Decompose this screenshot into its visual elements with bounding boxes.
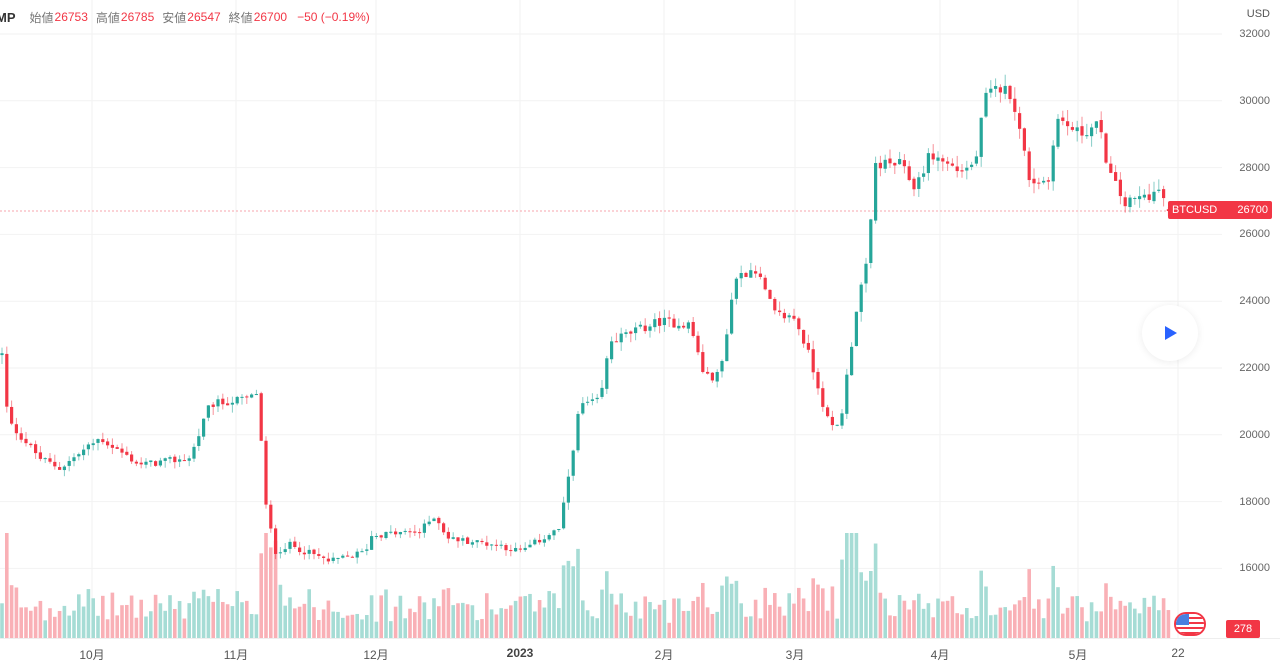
play-icon — [1165, 326, 1177, 340]
high-value: 26785 — [120, 10, 155, 24]
grid-lines — [0, 0, 1222, 638]
time-tick-label: 2月 — [654, 648, 674, 662]
price-tick-label: 22000 — [1239, 362, 1270, 374]
price-tick-label: 16000 — [1239, 562, 1270, 575]
scroll-to-realtime-button[interactable] — [1142, 305, 1198, 361]
price-tick-label: 30000 — [1239, 94, 1270, 107]
time-tick-label: 4月 — [930, 648, 950, 662]
low-label: 安値 — [162, 10, 187, 25]
price-tick-label: 26000 — [1239, 228, 1270, 241]
badge-price: 26700 — [1237, 204, 1268, 216]
price-tick-label: 28000 — [1239, 161, 1270, 174]
price-tick-label: 20000 — [1239, 428, 1270, 441]
currency-label[interactable]: USD — [1246, 8, 1270, 20]
time-tick-label: 5月 — [1068, 648, 1088, 662]
time-tick-label: 11月 — [223, 648, 249, 662]
open-label: 始値 — [29, 10, 54, 25]
volume-badge: 278 — [1226, 620, 1260, 638]
volume-bars — [0, 533, 1171, 638]
price-tick-label: 18000 — [1239, 495, 1270, 508]
high-label: 高値 — [95, 10, 120, 25]
change-value: −50 (−0.19%) — [297, 10, 370, 24]
open-value: 26753 — [54, 10, 88, 24]
badge-symbol: BTCUSD — [1172, 204, 1218, 216]
price-tick-label: 32000 — [1239, 28, 1270, 40]
price-tick-label: 24000 — [1239, 295, 1270, 308]
time-tick-label: 10月 — [79, 648, 105, 662]
low-value: 26547 — [187, 10, 221, 24]
price-candles — [0, 74, 1170, 565]
axis-divider — [0, 638, 1280, 639]
time-tick-label: 22 — [1171, 646, 1185, 660]
symbol-label: MP — [0, 9, 16, 25]
ohlc-legend: MP 始値 26753 高値 26785 安値 26547 終値 26700 −50 (… — [0, 6, 370, 28]
close-value: 26700 — [253, 10, 288, 24]
time-tick-label: 12月 — [363, 648, 389, 662]
time-tick-label: 3月 — [785, 648, 805, 662]
last-price-badge: BTCUSD 26700 — [1168, 201, 1272, 219]
close-label: 終値 — [228, 10, 253, 25]
time-tick-label: 2023 — [506, 646, 534, 660]
us-flag-icon[interactable] — [1174, 612, 1206, 636]
